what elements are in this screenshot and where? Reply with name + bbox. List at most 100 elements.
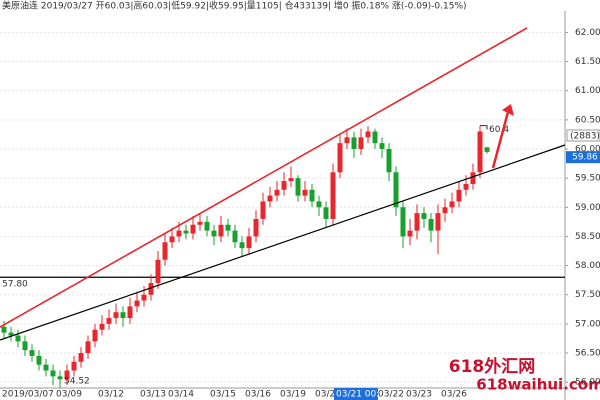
candle-body (134, 300, 140, 307)
hline-label: 57.80 (2, 280, 28, 290)
candle-body (309, 189, 315, 202)
y-tick-label: 61.00 (575, 86, 600, 96)
y-tick-label: 58.50 (575, 232, 600, 242)
candle-body (190, 224, 196, 234)
y-tick-label: 56.00 (575, 378, 600, 388)
candle-body (463, 183, 469, 190)
x-tick-label: 03/13 (140, 390, 166, 400)
last-price-box (566, 151, 600, 164)
cursor-label-bg (334, 388, 378, 400)
candle-body (344, 137, 350, 144)
low-label: 54.52 (64, 377, 90, 387)
watermark: 618外汇网 (449, 356, 536, 377)
candle-body (176, 230, 182, 237)
high-label: 60.4 (489, 125, 509, 135)
candle-body (267, 195, 273, 202)
candle-body (456, 189, 462, 202)
y-tick-label: 62.00 (575, 28, 600, 38)
candle-body (435, 213, 441, 231)
y-tick-label: 57.50 (575, 290, 600, 300)
candle-body (71, 361, 77, 371)
candle-body (15, 335, 21, 342)
candle-body (218, 224, 224, 237)
candle-body (449, 201, 455, 208)
candle-body (470, 172, 476, 184)
candle-body (120, 312, 126, 319)
candle-body (393, 172, 399, 208)
candle-body (372, 131, 378, 144)
x-tick-label: 03/23 (406, 390, 432, 400)
candle-body (414, 213, 420, 231)
arrow-head (502, 104, 514, 116)
candle-body (351, 137, 357, 149)
y-tick-label: 60.50 (575, 115, 600, 125)
candle-body (29, 350, 35, 356)
candle-body (386, 148, 392, 173)
y-tick-label: 59.00 (575, 203, 600, 213)
candle-body (274, 189, 280, 196)
candle-body (281, 181, 287, 190)
candle-body (400, 207, 406, 237)
candle-body (127, 306, 133, 319)
candle-body (260, 201, 266, 219)
header-info: 美原油连 2019/03/27 开60.03|高60.03|低59.92|收59… (2, 0, 467, 12)
candle-body (442, 207, 448, 214)
channel-line (0, 27, 528, 328)
candle-body (8, 332, 14, 336)
candle-body (78, 353, 84, 362)
candle-body (211, 230, 217, 237)
candle-body (365, 131, 371, 138)
candle-body (64, 370, 70, 380)
candle-body (43, 364, 49, 371)
x-tick-label: 03/22 (378, 390, 404, 400)
candle-body (22, 341, 28, 351)
y-tick-label: 58.00 (575, 261, 600, 271)
candle-body (232, 230, 238, 243)
candle-body (302, 189, 308, 196)
candle-body (197, 221, 203, 225)
candle-body (57, 376, 63, 380)
watermark: 618waihui.com (476, 376, 600, 394)
candle-body (106, 318, 112, 324)
last-price-label: 59.86 (572, 153, 598, 163)
candle-body (477, 131, 483, 173)
candle-body (407, 230, 413, 237)
x-tick-label: 03/20 (315, 390, 341, 400)
x-tick-label: 03/14 (168, 390, 194, 400)
candle-body (99, 323, 105, 330)
volume-box (566, 129, 600, 142)
candle-body (358, 137, 364, 149)
arrow (491, 111, 510, 169)
candle-body (288, 178, 294, 182)
candle-body (92, 329, 98, 342)
candle-body (225, 224, 231, 231)
candle-body (316, 201, 322, 208)
high-marker (480, 125, 488, 130)
x-tick-label: 03/16 (245, 390, 271, 400)
candle-body (330, 172, 336, 219)
x-tick-label: 03/19 (280, 390, 306, 400)
plot: 57.80 60.4 54.52 (0, 31, 565, 388)
candle-body (113, 312, 119, 319)
y-tick-label: 61.50 (575, 57, 600, 67)
candle-body (428, 218, 434, 231)
y-tick-label: 60.00 (575, 144, 600, 154)
candle-body (246, 236, 252, 249)
candle-body (323, 207, 329, 219)
candle-body (204, 221, 210, 231)
candle-body (141, 294, 147, 301)
candle-body (253, 218, 259, 237)
candle-body (295, 178, 301, 196)
x-tick-label: 2019/03/07 (2, 390, 54, 400)
volume-note: (2883) (570, 132, 600, 142)
x-tick-label: 03/21 00:00 (336, 390, 391, 400)
y-tick-label: 57.00 (575, 319, 600, 329)
candle-body (1, 326, 7, 333)
candle-body (50, 370, 56, 377)
candle-body (484, 147, 490, 152)
x-tick-label: 03/09 (56, 390, 82, 400)
y-tick-label: 59.50 (575, 174, 600, 184)
candle-body (36, 355, 42, 365)
